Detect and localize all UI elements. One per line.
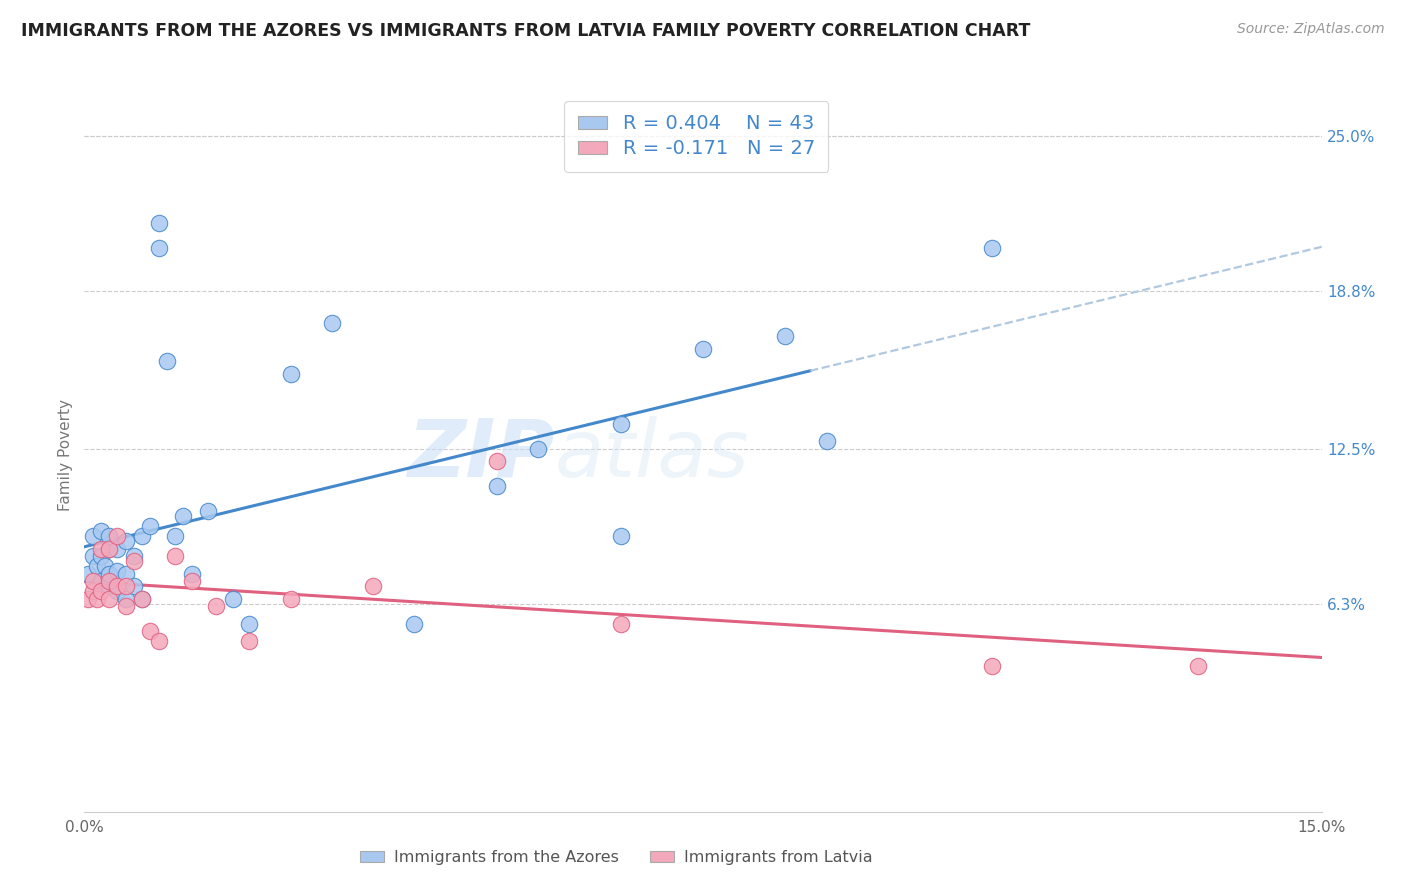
Point	[156, 354, 179, 368]
Point	[238, 634, 260, 648]
Point	[90, 584, 112, 599]
Point	[105, 529, 128, 543]
Point	[148, 216, 170, 230]
Point	[82, 549, 104, 564]
Point	[98, 541, 121, 556]
Point	[86, 591, 108, 606]
Point	[165, 529, 187, 543]
Legend: Immigrants from the Azores, Immigrants from Latvia: Immigrants from the Azores, Immigrants f…	[354, 844, 879, 871]
Point	[122, 579, 145, 593]
Point	[131, 591, 153, 606]
Point	[82, 574, 104, 589]
Point	[77, 566, 100, 581]
Point	[280, 367, 302, 381]
Point	[98, 566, 121, 581]
Point	[609, 417, 631, 431]
Point	[280, 591, 302, 606]
Point	[222, 591, 245, 606]
Point	[114, 534, 136, 549]
Point	[90, 549, 112, 564]
Point	[775, 329, 797, 343]
Text: Source: ZipAtlas.com: Source: ZipAtlas.com	[1237, 22, 1385, 37]
Point	[98, 574, 121, 589]
Point	[485, 479, 508, 493]
Point	[172, 509, 194, 524]
Y-axis label: Family Poverty: Family Poverty	[58, 399, 73, 511]
Point	[197, 504, 219, 518]
Point	[205, 599, 228, 614]
Point	[692, 342, 714, 356]
Point	[148, 241, 170, 255]
Text: ZIP: ZIP	[408, 416, 554, 494]
Point	[609, 529, 631, 543]
Point	[238, 616, 260, 631]
Point	[815, 434, 838, 449]
Point	[90, 574, 112, 589]
Point	[98, 541, 121, 556]
Point	[114, 599, 136, 614]
Point	[527, 442, 550, 456]
Point	[86, 559, 108, 574]
Point	[131, 529, 153, 543]
Point	[114, 591, 136, 606]
Point	[90, 524, 112, 539]
Point	[98, 579, 121, 593]
Point	[131, 591, 153, 606]
Point	[485, 454, 508, 468]
Point	[98, 529, 121, 543]
Point	[404, 616, 426, 631]
Point	[77, 591, 100, 606]
Point	[321, 317, 343, 331]
Point	[114, 566, 136, 581]
Point	[361, 579, 384, 593]
Point	[148, 634, 170, 648]
Point	[105, 541, 128, 556]
Point	[180, 574, 202, 589]
Point	[105, 579, 128, 593]
Point	[82, 529, 104, 543]
Point	[139, 519, 162, 533]
Point	[980, 241, 1002, 255]
Point	[122, 554, 145, 568]
Point	[1187, 659, 1209, 673]
Text: IMMIGRANTS FROM THE AZORES VS IMMIGRANTS FROM LATVIA FAMILY POVERTY CORRELATION : IMMIGRANTS FROM THE AZORES VS IMMIGRANTS…	[21, 22, 1031, 40]
Point	[139, 624, 162, 639]
Point	[105, 584, 128, 599]
Point	[82, 584, 104, 599]
Point	[165, 549, 187, 564]
Point	[980, 659, 1002, 673]
Point	[122, 549, 145, 564]
Point	[609, 616, 631, 631]
Text: atlas: atlas	[554, 416, 749, 494]
Point	[90, 541, 112, 556]
Point	[180, 566, 202, 581]
Point	[98, 591, 121, 606]
Point	[114, 579, 136, 593]
Point	[94, 559, 117, 574]
Point	[105, 565, 128, 579]
